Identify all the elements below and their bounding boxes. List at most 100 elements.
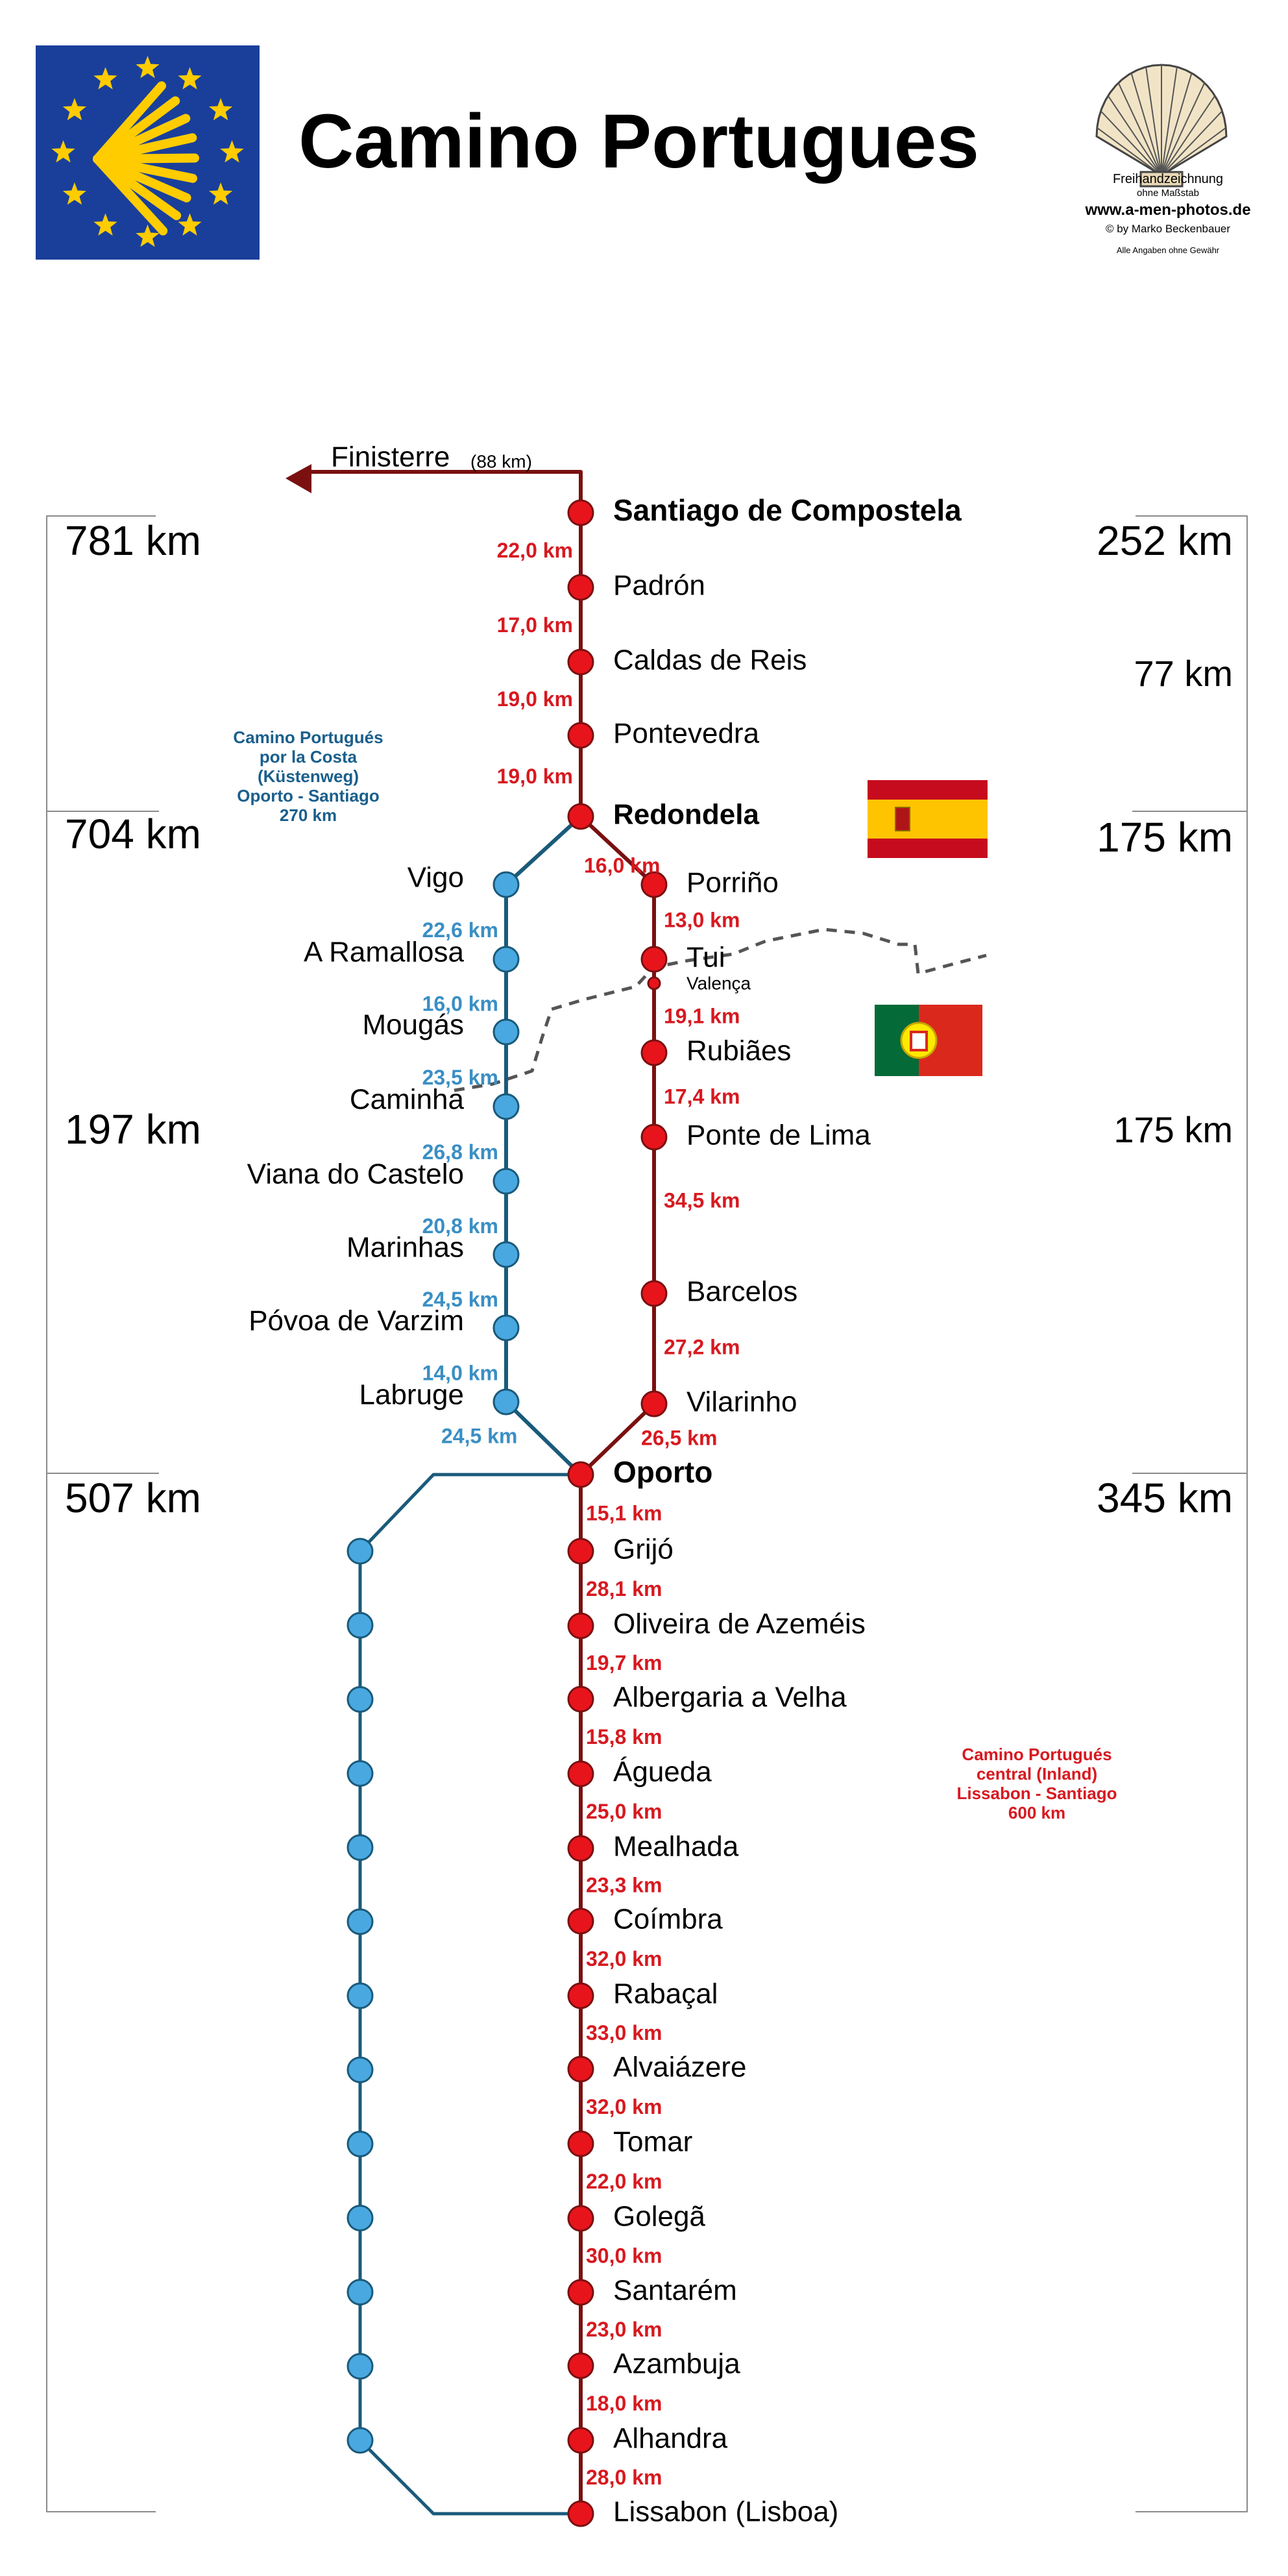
stop-label: Albergaria a Velha [613,1682,847,1713]
stop-dot [346,2427,374,2454]
valenca-label: Valença [687,973,751,993]
central-north-line [579,815,656,1477]
distance-label: 22,6 km [422,918,498,942]
finisterre-distance: (88 km) [470,451,532,471]
stop-dot [640,871,668,898]
total-right-label: 77 km [1134,653,1233,694]
stop-label: Mealhada [613,1831,739,1863]
shell-rib [1145,67,1162,176]
stop-label: Coímbra [613,1904,723,1935]
eu-star-icon [209,182,233,205]
stop-dot [567,1907,594,1935]
spain-coat-of-arms [895,807,910,831]
distance-label: 26,5 km [641,1426,717,1449]
stop-label: Azambuja [613,2348,740,2380]
distance-label: 17,0 km [497,613,573,637]
distance-label: 19,0 km [497,765,573,788]
total-left-label: 704 km [65,811,201,857]
eu-star-icon [209,98,233,121]
scallop-ray-icon [93,154,168,236]
shell-rib [1130,73,1162,176]
central-route-info: Lissabon - Santiago [956,1784,1117,1803]
stop-label: Porriño [687,867,779,899]
stop-dot [492,1241,520,1268]
distance-label: 34,5 km [664,1188,740,1212]
distance-label: 18,0 km [586,2392,662,2415]
credit-author: © by Marko Beckenbauer [1105,223,1231,235]
stop-label: Santarém [613,2275,737,2307]
stop-dot [567,1835,594,1862]
central-route-info: 600 km [1008,1803,1065,1822]
distance-label: 19,7 km [586,1651,662,1674]
finisterre-label: Finisterre [331,441,450,473]
distance-label: 26,8 km [422,1140,498,1164]
stop-dot [346,1686,374,1713]
eu-star-icon [62,182,86,205]
stop-dot [346,2056,374,2083]
stop-dot [492,871,520,898]
stop-label: Viana do Castelo [247,1159,464,1190]
stop-label: Barcelos [687,1276,797,1308]
credit-line-1: Freihandzeichnung [1112,172,1224,186]
distance-label: 15,8 km [586,1725,662,1748]
credit-website: www.a-men-photos.de [1085,201,1251,219]
stop-dot [346,1760,374,1787]
stop-label: Águeda [613,1756,712,1788]
stop-dot [640,1280,668,1307]
eu-flag-icon [36,45,260,260]
distance-label: 22,0 km [497,539,573,562]
stop-dot [567,2130,594,2157]
shell-rib [1107,95,1162,176]
stop-label: Caminha [350,1084,465,1116]
distance-label: 13,0 km [664,908,740,931]
stop-dot [492,1388,520,1416]
coastal-route-info: 270 km [280,805,337,825]
distance-label: 24,5 km [422,1288,498,1311]
distance-label: 32,0 km [586,2095,662,2118]
stop-label: Labruge [359,1379,464,1411]
shell-rib [1161,95,1216,176]
stop-label: Pontevedra [613,718,760,750]
stop-dot [640,1039,668,1066]
coastal-north-line [504,815,583,1477]
eu-star-icon [178,67,202,90]
stop-dot [567,2279,594,2306]
shell-rib [1161,110,1223,176]
distance-label: 16,0 km [584,853,660,877]
distance-label: 19,0 km [497,687,573,711]
distance-label: 17,4 km [664,1085,740,1108]
coastal-route-info: Oporto - Santiago [237,786,380,805]
stop-label: Ponte de Lima [687,1120,871,1151]
stop-dot [567,1612,594,1639]
stop-label: Redondela [613,799,759,831]
stop-dot [640,1123,668,1151]
stop-dot [567,803,594,830]
shell-rib [1161,82,1206,176]
stop-dot [492,1093,520,1120]
distance-label: 16,0 km [422,992,498,1015]
shell-rib [1097,127,1162,176]
spain-flag-band [868,800,988,839]
stop-dot [492,946,520,973]
stop-label: Santiago de Compostela [613,493,962,527]
distance-label: 33,0 km [586,2021,662,2044]
finisterre-branch-line [311,470,583,513]
distance-label: 24,5 km [441,1424,517,1447]
stop-label: Caldas de Reis [613,644,807,676]
coastal-route-info: Camino Portugués [233,728,383,747]
central-route-info: Camino Portugués [962,1745,1112,1764]
distance-label: 32,0 km [586,1947,662,1970]
distance-label: 14,0 km [422,1361,498,1384]
stop-dot [567,574,594,601]
distance-label: 22,0 km [586,2170,662,2193]
stop-dot [640,1390,668,1417]
credit-disclaimer: Alle Angaben ohne Gewähr [1116,245,1220,255]
stop-dot [567,2055,594,2083]
stop-dot [567,648,594,676]
stop-dot [346,2353,374,2380]
stop-dot [640,946,668,973]
stop-label: Padrón [613,570,705,602]
stop-dot [567,1538,594,1565]
distance-label: 19,1 km [664,1004,740,1027]
